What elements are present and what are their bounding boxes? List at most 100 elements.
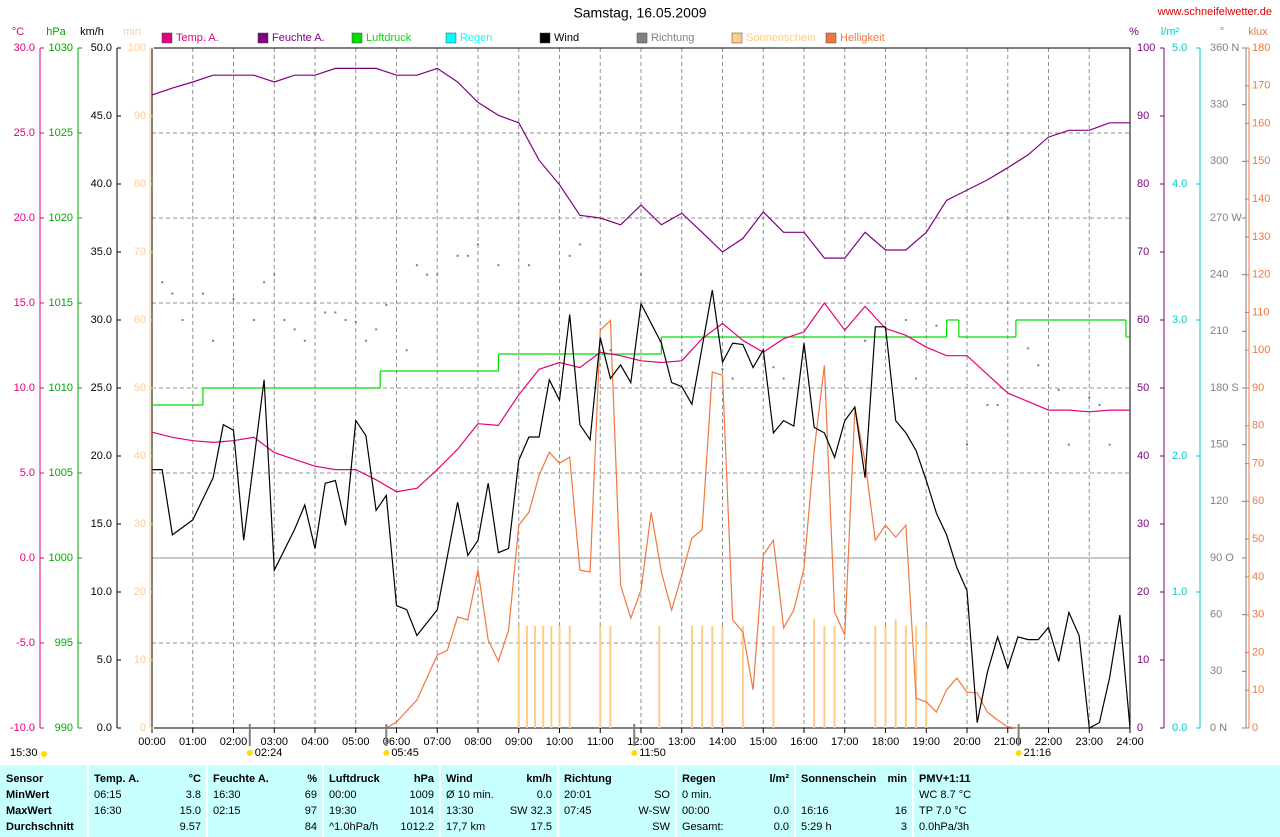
- sunshine-bar: [904, 626, 907, 728]
- sunshine-bar: [690, 626, 693, 728]
- direction-dot: [201, 292, 204, 295]
- series-line: [151, 301, 1130, 493]
- direction-dot: [1067, 443, 1070, 446]
- y-tick-label: 30: [134, 518, 146, 530]
- y-tick-label: 90: [1137, 110, 1149, 122]
- y-tick-label: 60: [1137, 314, 1149, 326]
- cell-text: 16:16: [801, 805, 829, 817]
- cell-text: Feuchte A.: [213, 773, 269, 785]
- table-cell: TP 7.0 °C: [913, 803, 1280, 819]
- legend-swatch: [351, 32, 363, 44]
- y-tick-label: 60: [1252, 495, 1264, 507]
- cell-text: 1009: [409, 789, 434, 801]
- cell-text: hPa: [413, 773, 434, 785]
- cell-text: 06:15: [94, 789, 122, 801]
- y-tick-label: 50: [134, 382, 146, 394]
- cell-text: Gesamt:: [682, 821, 724, 833]
- cell-text: 00:00: [682, 805, 710, 817]
- cell-text: SW: [652, 821, 670, 833]
- y-tick-label: 70: [1137, 246, 1149, 258]
- legend-label: Luftdruck: [366, 32, 412, 44]
- marker-label: 05:45: [391, 747, 419, 759]
- y-tick-label: 5.0: [97, 654, 112, 666]
- direction-dot: [1129, 292, 1131, 295]
- y-tick-label: 15.0: [14, 297, 35, 309]
- y-tick-label: 10.0: [91, 586, 112, 598]
- sunshine-bar: [599, 626, 602, 728]
- y-axis-label: min: [123, 26, 141, 38]
- sunshine-bar: [658, 626, 661, 728]
- y-axis-label: %: [1129, 26, 1139, 38]
- marker-label: 02:24: [255, 747, 283, 759]
- x-tick-label: 24:00: [1116, 736, 1144, 748]
- table-cell: 00:00 1009: [323, 787, 440, 803]
- x-tick-label: 03:00: [260, 736, 288, 748]
- cell-text: %: [307, 773, 317, 785]
- direction-dot: [772, 366, 775, 369]
- direction-dot: [477, 243, 479, 246]
- cell-text: TP 7.0 °C: [919, 805, 967, 817]
- direction-dot: [171, 292, 174, 295]
- cell-text: 0.0: [536, 789, 552, 801]
- direction-dot: [405, 349, 408, 352]
- cell-text: 15.0: [179, 805, 201, 817]
- legend-label: Helligkeit: [840, 32, 885, 44]
- column-separator: [206, 765, 208, 837]
- cell-text: l/m²: [769, 773, 789, 785]
- x-tick-label: 20:00: [953, 736, 981, 748]
- direction-dot: [996, 404, 999, 406]
- y-tick-label: 0: [140, 722, 146, 734]
- cell-text: 0.0: [773, 805, 789, 817]
- direction-dot: [731, 377, 734, 380]
- y-tick-label: 45.0: [91, 110, 112, 122]
- cell-text: 16:30: [213, 789, 241, 801]
- cell-text: 16: [894, 805, 907, 817]
- cell-text: 0 min.: [682, 789, 712, 801]
- y-tick-label: 35.0: [91, 246, 112, 258]
- y-tick-label: 170: [1252, 80, 1270, 92]
- cell-text: min: [887, 773, 907, 785]
- y-tick-label: 100: [1137, 42, 1155, 54]
- cell-text: MaxWert: [6, 805, 52, 817]
- chart: Samstag, 16.05.2009 www.schneifelwetter.…: [10, 5, 1272, 759]
- table-cell: 13:30 SW 32.3: [440, 803, 558, 819]
- cell-text: Durchschnitt: [6, 821, 74, 833]
- x-tick-label: 07:00: [423, 736, 451, 748]
- x-tick-label: 05:00: [342, 736, 370, 748]
- cell-text: WC 8.7 °C: [919, 789, 972, 801]
- table-cell: [795, 787, 913, 803]
- y-tick-label: 1015: [49, 297, 73, 309]
- y-tick-label: 40: [1252, 571, 1264, 583]
- direction-dot: [232, 298, 235, 301]
- cell-text: 1014: [409, 805, 434, 817]
- sunshine-bar: [609, 626, 612, 728]
- y-axis-label: l/m²: [1161, 26, 1180, 38]
- y-tick-label: 70: [1252, 457, 1264, 469]
- y-tick-label: 40: [1137, 450, 1149, 462]
- table-cell: 16:16 16: [795, 803, 913, 819]
- direction-dot: [344, 319, 347, 321]
- direction-dot: [803, 349, 805, 352]
- table-cell: 9.57: [88, 819, 207, 835]
- column-separator: [675, 765, 677, 837]
- y-tick-label: 360 N: [1210, 42, 1239, 54]
- y-tick-label: 90: [134, 110, 146, 122]
- table-cell: WC 8.7 °C: [913, 787, 1280, 803]
- y-tick-label: 1030: [49, 42, 73, 54]
- cell-text: Temp. A.: [94, 773, 140, 785]
- y-tick-label: 5.0: [1172, 42, 1187, 54]
- x-tick-label: 09:00: [505, 736, 533, 748]
- table-cell: 20:01 SO: [558, 787, 676, 803]
- y-tick-label: 60: [1210, 609, 1222, 621]
- cell-text: 0.0hPa/3h: [919, 821, 970, 833]
- direction-dot: [527, 264, 530, 267]
- series-line: [151, 67, 1130, 259]
- x-tick-label: 01:00: [179, 736, 207, 748]
- table-header-cell: Wind km/h: [440, 771, 558, 787]
- cell-text: W-SW: [638, 805, 670, 817]
- table-cell: MaxWert: [0, 803, 88, 819]
- y-tick-label: 90 O: [1210, 552, 1234, 564]
- y-tick-label: 100: [128, 42, 146, 54]
- sunshine-bar: [925, 626, 928, 728]
